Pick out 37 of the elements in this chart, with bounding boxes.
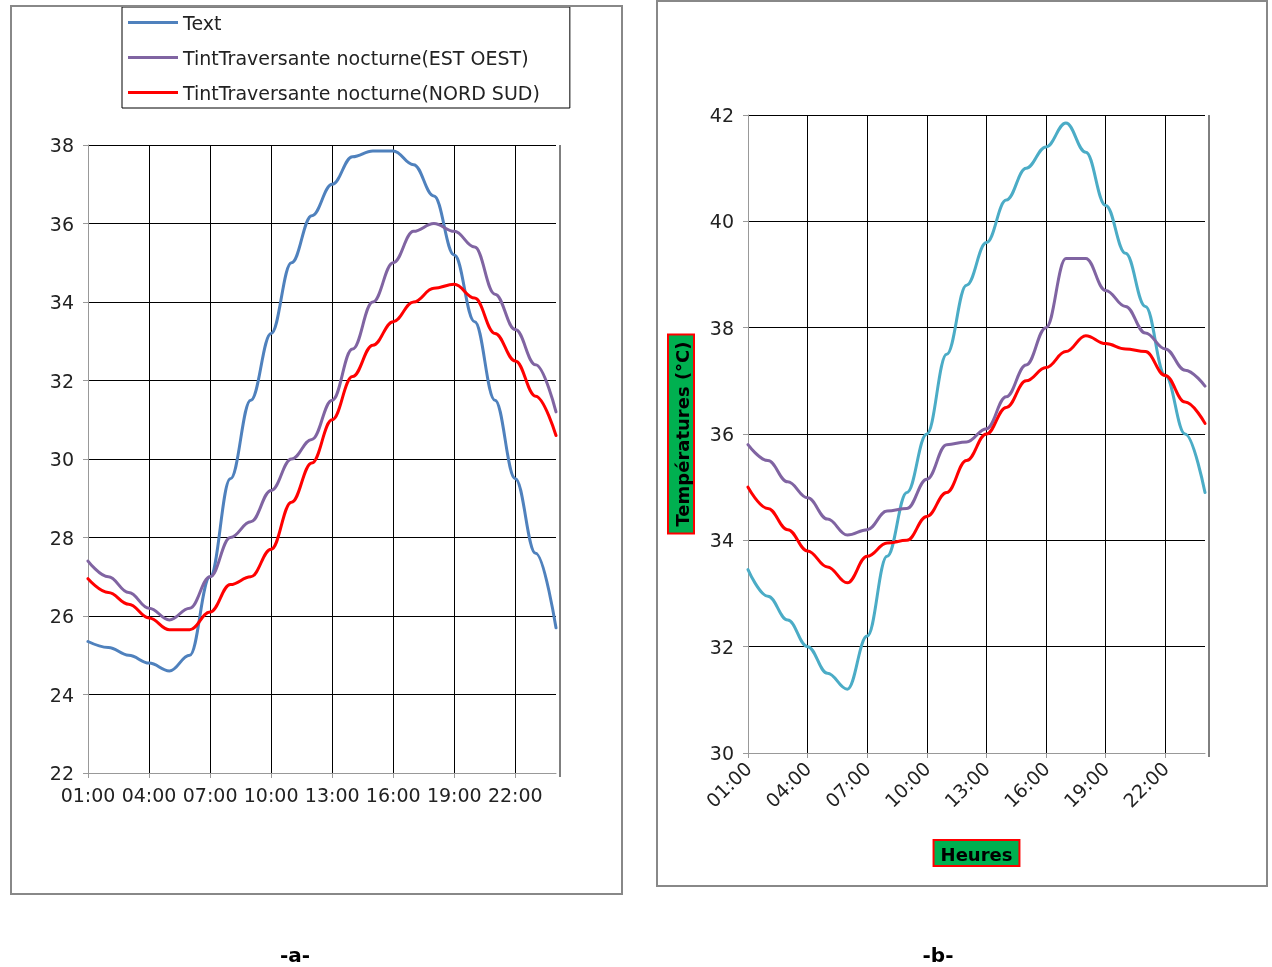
line-series: [86, 149, 558, 673]
y-tick-label: 26: [49, 605, 74, 627]
y-axis-title: Températures (°C): [671, 341, 693, 527]
x-tick-label: 04:00: [121, 783, 177, 806]
y-tick-label: 34: [49, 291, 74, 313]
text: -a-: [278, 943, 312, 967]
x-tick-label: 22:00: [487, 783, 543, 806]
x-tick-label: 13:00: [304, 783, 360, 806]
text: -b-: [921, 943, 955, 967]
y-tick-label: 32: [49, 369, 74, 392]
y-tick-label: 32: [709, 635, 734, 658]
legend-label: TintTraversante nocturne(EST OEST): [182, 46, 529, 69]
line-series: [86, 222, 558, 622]
y-tick-label: 34: [709, 529, 734, 552]
x-tick-label: 16:00: [365, 783, 421, 806]
y-tick-label: 40: [709, 210, 734, 233]
y-tick-label: 22: [49, 762, 74, 784]
y-tick-label: 30: [49, 448, 74, 470]
x-tick-label: 19:00: [426, 783, 482, 806]
line-series: [746, 334, 1207, 585]
x-tick-label: 07:00: [182, 783, 238, 806]
line-series: [86, 282, 558, 632]
x-tick-label: 10:00: [243, 783, 299, 806]
legend-label: Text: [182, 11, 222, 34]
legend-label: TintTraversante nocturne(NORD SUD): [182, 81, 540, 104]
y-tick-label: 36: [49, 212, 74, 235]
y-tick-label: 36: [709, 423, 734, 445]
y-tick-label: 28: [49, 526, 74, 549]
x-axis-title: Heures: [940, 843, 1013, 865]
x-tick-label: 01:00: [60, 783, 116, 806]
y-tick-label: 38: [709, 316, 734, 339]
y-tick-label: 24: [49, 683, 74, 706]
line-series: [746, 257, 1207, 537]
y-tick-label: 42: [709, 104, 734, 126]
y-tick-label: 30: [709, 742, 734, 764]
line-series: [746, 121, 1207, 691]
y-tick-label: 38: [49, 134, 74, 156]
